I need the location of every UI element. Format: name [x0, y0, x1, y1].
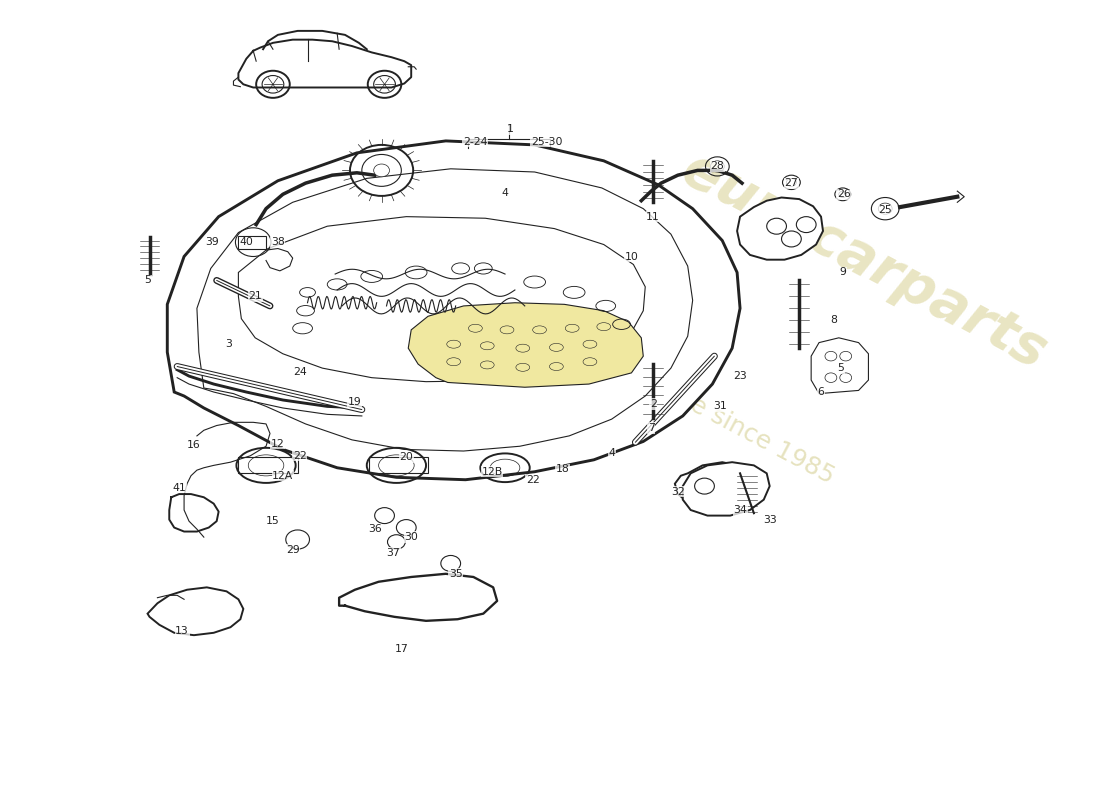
Text: 24: 24 [293, 367, 307, 377]
Text: 22: 22 [293, 451, 307, 461]
Text: 13: 13 [175, 626, 189, 636]
Text: 3: 3 [226, 339, 232, 349]
Text: 36: 36 [367, 524, 382, 534]
Text: 15: 15 [266, 516, 279, 526]
Text: a parts store since 1985: a parts store since 1985 [559, 325, 838, 489]
Text: 32: 32 [671, 486, 684, 497]
Polygon shape [408, 302, 644, 387]
Bar [239, 458, 298, 474]
Polygon shape [675, 462, 742, 502]
Polygon shape [167, 141, 740, 480]
Text: 25-30: 25-30 [530, 137, 562, 146]
Text: 27: 27 [784, 178, 799, 188]
Text: 11: 11 [647, 212, 660, 222]
Text: 40: 40 [240, 237, 253, 247]
Text: 22: 22 [526, 474, 539, 485]
Text: 1: 1 [506, 124, 514, 134]
Text: 23: 23 [734, 371, 747, 381]
Text: 6: 6 [817, 387, 825, 397]
Text: 4: 4 [502, 188, 508, 198]
Bar [239, 236, 266, 249]
Text: 35: 35 [449, 569, 462, 578]
Text: 37: 37 [386, 548, 400, 558]
Text: 29: 29 [286, 545, 299, 555]
Polygon shape [147, 587, 243, 635]
Polygon shape [339, 574, 497, 621]
Text: 2: 2 [650, 399, 657, 409]
Polygon shape [737, 198, 823, 260]
Text: 26: 26 [837, 190, 850, 199]
Bar [368, 458, 428, 474]
Circle shape [374, 164, 389, 177]
Text: 12A: 12A [272, 470, 294, 481]
Polygon shape [683, 462, 770, 515]
Text: 18: 18 [556, 464, 569, 474]
Text: 17: 17 [395, 644, 408, 654]
Text: 5: 5 [837, 363, 844, 373]
Text: 16: 16 [187, 441, 201, 450]
Text: 33: 33 [762, 514, 777, 525]
Text: 30: 30 [405, 532, 418, 542]
Text: 38: 38 [271, 237, 285, 247]
Text: 28: 28 [711, 162, 724, 171]
Text: 19: 19 [348, 397, 362, 406]
Polygon shape [811, 338, 868, 394]
Text: 9: 9 [839, 267, 846, 278]
Text: 21: 21 [249, 291, 262, 302]
Text: 2-24: 2-24 [463, 137, 487, 146]
Text: 8: 8 [830, 315, 837, 326]
Text: eurocarparts: eurocarparts [673, 142, 1055, 380]
Text: 4: 4 [608, 449, 615, 458]
Text: 39: 39 [205, 237, 219, 247]
Polygon shape [197, 169, 693, 451]
Text: 34: 34 [734, 505, 747, 515]
Text: 20: 20 [399, 452, 414, 462]
Text: 12: 12 [271, 439, 285, 449]
Text: 31: 31 [714, 402, 727, 411]
Text: 5: 5 [144, 275, 151, 286]
Text: 25: 25 [878, 206, 892, 215]
Text: 10: 10 [625, 251, 638, 262]
Text: 12B: 12B [482, 466, 503, 477]
Text: 7: 7 [648, 423, 654, 433]
Polygon shape [239, 217, 646, 382]
Text: 41: 41 [173, 482, 186, 493]
